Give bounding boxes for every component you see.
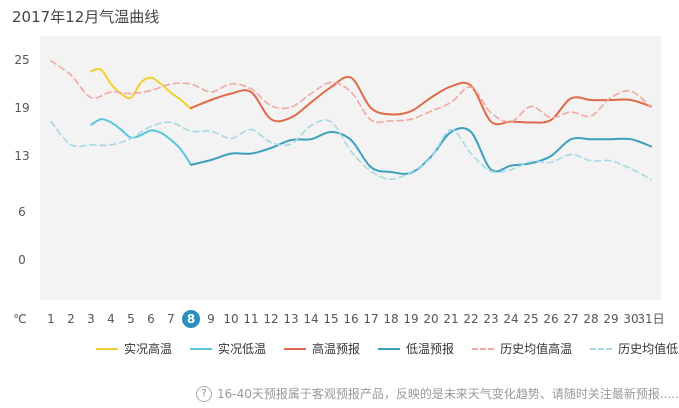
y-tick-label: 19 xyxy=(14,101,29,115)
legend-item[interactable]: 实况低温 xyxy=(190,340,266,357)
x-tick-label: 21 xyxy=(443,312,458,326)
today-marker xyxy=(182,310,200,328)
legend-label: 高温预报 xyxy=(312,342,361,356)
legend-item[interactable]: 高温预报 xyxy=(284,340,360,357)
x-tick-label: 20 xyxy=(423,312,438,326)
legend-swatch xyxy=(378,347,401,350)
x-tick-label: 19 xyxy=(403,312,418,326)
x-tick-label: 6 xyxy=(147,312,155,326)
legend-label: 实况高温 xyxy=(124,342,173,356)
x-tick-label: 22 xyxy=(463,312,478,326)
x-tick-label: 9 xyxy=(207,312,215,326)
x-tick-label: 11 xyxy=(243,312,258,326)
x-tick-label: 30 xyxy=(623,312,638,326)
legend-swatch xyxy=(96,347,118,350)
x-tick-label: 1 xyxy=(47,312,55,326)
x-tick-label: 16 xyxy=(343,312,358,326)
x-tick-label: 25 xyxy=(523,312,538,326)
help-icon[interactable]: ? xyxy=(196,385,212,402)
x-tick-label: 2 xyxy=(67,312,75,326)
legend-label: 历史均值高温 xyxy=(500,342,573,356)
x-tick-label: 12 xyxy=(263,312,278,326)
series-line-5 xyxy=(50,60,652,124)
legend-label: 历史均值低温 xyxy=(618,342,679,356)
x-tick-label: 28 xyxy=(583,312,598,326)
x-tick-label: 31日 xyxy=(637,312,664,326)
legend-swatch xyxy=(590,347,613,350)
plot-background xyxy=(40,36,661,300)
y-tick-label: 6 xyxy=(18,205,26,219)
y-tick-label: 25 xyxy=(14,53,29,67)
legend-swatch xyxy=(190,347,213,350)
chart-legend: 实况高温 实况低温 高温预报 低温预报 历史均值高温 历史均值低温 xyxy=(96,340,679,357)
legend-swatch xyxy=(472,347,495,350)
x-tick-label: 5 xyxy=(127,312,135,326)
x-tick-label: 3 xyxy=(87,312,95,326)
x-tick-label: 24 xyxy=(503,312,518,326)
x-tick-label: 29 xyxy=(603,312,618,326)
legend-item[interactable]: 历史均值低温 xyxy=(590,340,679,357)
y-tick-label: 13 xyxy=(14,149,29,163)
disclaimer-text: 16-40天预报属于客观预报产品，反映的是未来天气变化趋势、请随时关注最新预报.… xyxy=(217,387,679,401)
legend-swatch xyxy=(284,347,307,350)
legend-label: 低温预报 xyxy=(406,342,455,356)
legend-item[interactable]: 实况高温 xyxy=(96,340,172,357)
x-tick-label: 13 xyxy=(283,312,298,326)
x-tick-label: 4 xyxy=(107,312,115,326)
x-tick-label: 18 xyxy=(383,312,398,326)
x-tick-label: 23 xyxy=(483,312,498,326)
x-tick-label: 15 xyxy=(323,312,338,326)
chart-title: 2017年12月气温曲线 xyxy=(12,8,160,26)
x-tick-label: 17 xyxy=(363,312,378,326)
x-tick-label: 8 xyxy=(187,312,195,326)
forecast-disclaimer: ? 16-40天预报属于客观预报产品，反映的是未来天气变化趋势、请随时关注最新预… xyxy=(196,385,679,402)
legend-label: 实况低温 xyxy=(218,342,267,356)
series-line-1 xyxy=(90,67,192,110)
legend-item[interactable]: 低温预报 xyxy=(378,340,454,357)
series-line-6 xyxy=(50,119,652,181)
x-tick-label: 26 xyxy=(543,312,558,326)
x-tick-label: 27 xyxy=(563,312,578,326)
unit-label: ℃ xyxy=(13,312,26,326)
x-tick-label: 7 xyxy=(167,312,175,326)
series-line-2 xyxy=(90,118,192,166)
series-line-3 xyxy=(190,75,652,126)
x-tick-label: 14 xyxy=(303,312,318,326)
x-tick-label: 10 xyxy=(223,312,238,326)
legend-item[interactable]: 历史均值高温 xyxy=(472,340,572,357)
y-tick-label: 0 xyxy=(18,253,26,267)
